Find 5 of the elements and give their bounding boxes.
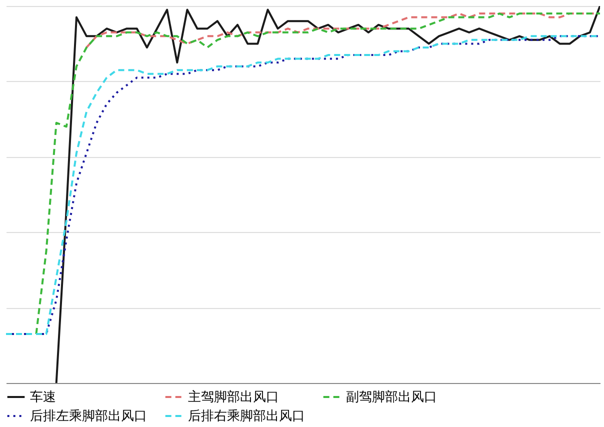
- legend-label: 后排右乘脚部出风口: [188, 409, 305, 424]
- legend-label: 后排左乘脚部出风口: [30, 409, 147, 424]
- legend-label: 主驾脚部出风口: [188, 389, 279, 405]
- legend-label: 车速: [30, 390, 56, 405]
- legend-label: 副驾脚部出风口: [346, 390, 437, 405]
